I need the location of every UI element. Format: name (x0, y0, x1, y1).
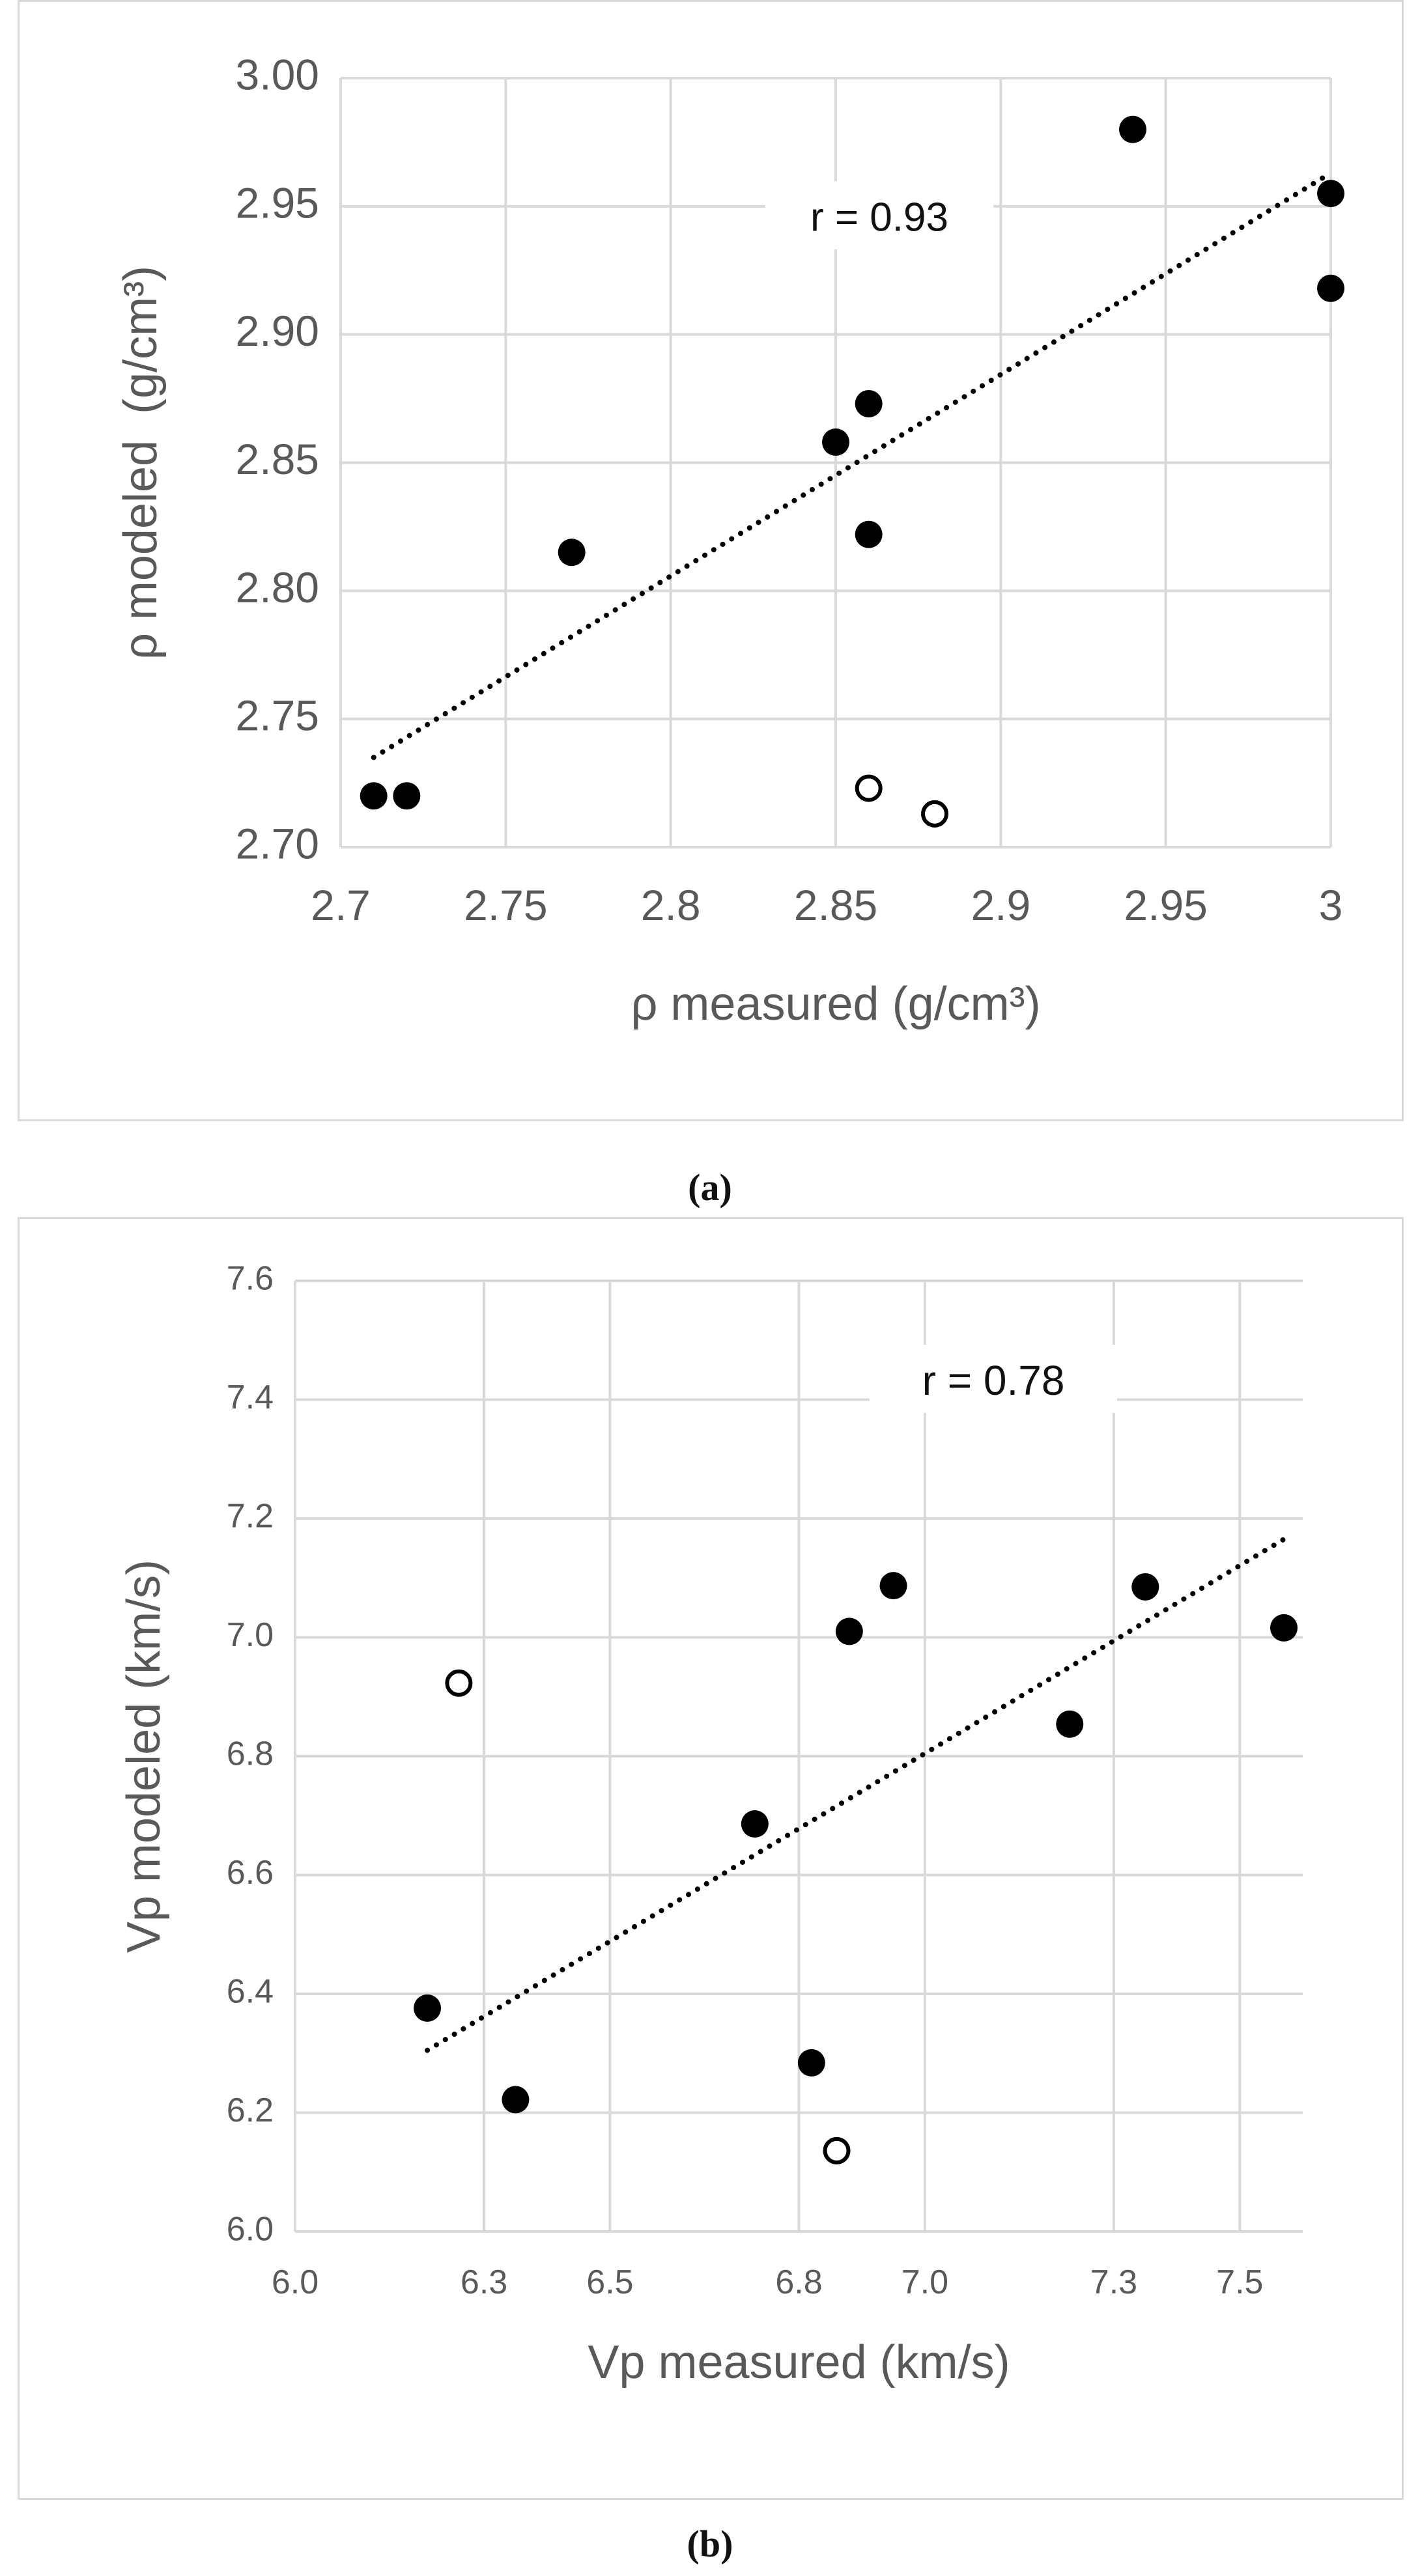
data-point-filled (855, 520, 883, 548)
data-point-open (921, 800, 948, 828)
data-point-filled (414, 1994, 442, 2022)
data-point-filled (797, 2049, 825, 2077)
data-point-filled (1119, 115, 1146, 143)
y-tick-label: 6.4 (227, 1973, 274, 2011)
data-point-filled (1131, 1573, 1159, 1601)
data-point-filled (558, 539, 586, 567)
x-tick-label: 7.3 (1090, 2263, 1137, 2301)
correlation-annotation: r = 0.93 (810, 195, 948, 240)
data-point-filled (393, 782, 421, 810)
x-tick-label: 7.5 (1216, 2263, 1263, 2301)
data-point-filled (822, 428, 849, 456)
data-point-filled (1056, 1710, 1084, 1738)
y-tick-label: 6.2 (227, 2092, 274, 2129)
x-tick-label: 6.5 (586, 2263, 633, 2301)
x-tick-label: 2.85 (794, 881, 877, 929)
data-point-open (855, 774, 883, 802)
data-point-open (823, 2136, 851, 2164)
y-tick-label: 6.0 (227, 2211, 274, 2248)
scatter-chart-b: r = 0.78 6.0 6.3 6.5 6.8 7.0 7.3 7.5 6.0 6.2 6.4 6.… (118, 1260, 1303, 2388)
data-point-filled (360, 782, 388, 810)
data-point-filled (502, 2086, 530, 2114)
x-tick-label: 6.0 (272, 2263, 319, 2301)
chart-panel-a: r = 0.93 2.7 2.75 2.8 2.85 2.9 2.95 3 2.70 2.75 2.… (18, 0, 1404, 1121)
annotation-background (765, 181, 993, 249)
y-tick-label: 7.6 (227, 1260, 274, 1298)
data-point-filled (1317, 274, 1344, 302)
y-tick-label: 7.0 (227, 1616, 274, 1654)
chart-panel-b: r = 0.78 6.0 6.3 6.5 6.8 7.0 7.3 7.5 6.0 6.2 6.4 6.… (18, 1217, 1404, 2500)
scatter-chart-a: r = 0.93 2.7 2.75 2.8 2.85 2.9 2.95 3 2.70 2.75 2.… (115, 50, 1344, 1030)
y-tick-label: 2.80 (236, 563, 319, 611)
y-tick-label: 7.4 (227, 1379, 274, 1416)
caption-a: (a) (688, 1166, 732, 1209)
y-tick-label: 3.00 (236, 50, 319, 98)
x-axis-label: Vp measured (km/s) (588, 2336, 1010, 2388)
trendline (425, 1536, 1286, 2053)
y-tick-label: 2.95 (236, 178, 319, 227)
y-tick-label: 6.6 (227, 1854, 274, 1892)
trendline (371, 170, 1333, 761)
data-point-filled (879, 1572, 907, 1600)
correlation-annotation: r = 0.78 (922, 1357, 1065, 1404)
x-tick-label: 2.8 (641, 881, 701, 929)
x-tick-label: 2.9 (971, 881, 1030, 929)
data-point-filled (855, 389, 883, 417)
x-axis-label: ρ measured (g/cm³) (631, 978, 1040, 1030)
y-tick-label: 2.75 (236, 692, 319, 740)
x-tick-label: 3 (1319, 881, 1343, 929)
x-tick-label: 2.7 (311, 881, 371, 929)
y-tick-label: 6.8 (227, 1735, 274, 1773)
x-tick-label: 6.8 (775, 2263, 822, 2301)
y-tick-label: 2.70 (236, 819, 319, 867)
data-point-filled (1317, 180, 1344, 208)
caption-b: (b) (687, 2523, 733, 2565)
data-point-filled (741, 1810, 769, 1838)
x-tick-label: 7.0 (902, 2263, 948, 2301)
y-axis-label: Vp modeled (km/s) (118, 1560, 170, 1953)
x-tick-label: 2.75 (464, 881, 547, 929)
y-tick-label: 2.85 (236, 435, 319, 483)
y-tick-label: 7.2 (227, 1498, 274, 1535)
x-tick-label: 2.95 (1124, 881, 1207, 929)
annotation-background (870, 1345, 1117, 1413)
x-tick-label: 6.3 (461, 2263, 507, 2301)
data-point-filled (835, 1617, 863, 1645)
y-tick-label: 2.90 (236, 307, 319, 355)
data-point-open (445, 1669, 473, 1697)
data-point-filled (1270, 1614, 1298, 1642)
y-axis-label: ρ modeled (g/cm³) (115, 266, 167, 660)
